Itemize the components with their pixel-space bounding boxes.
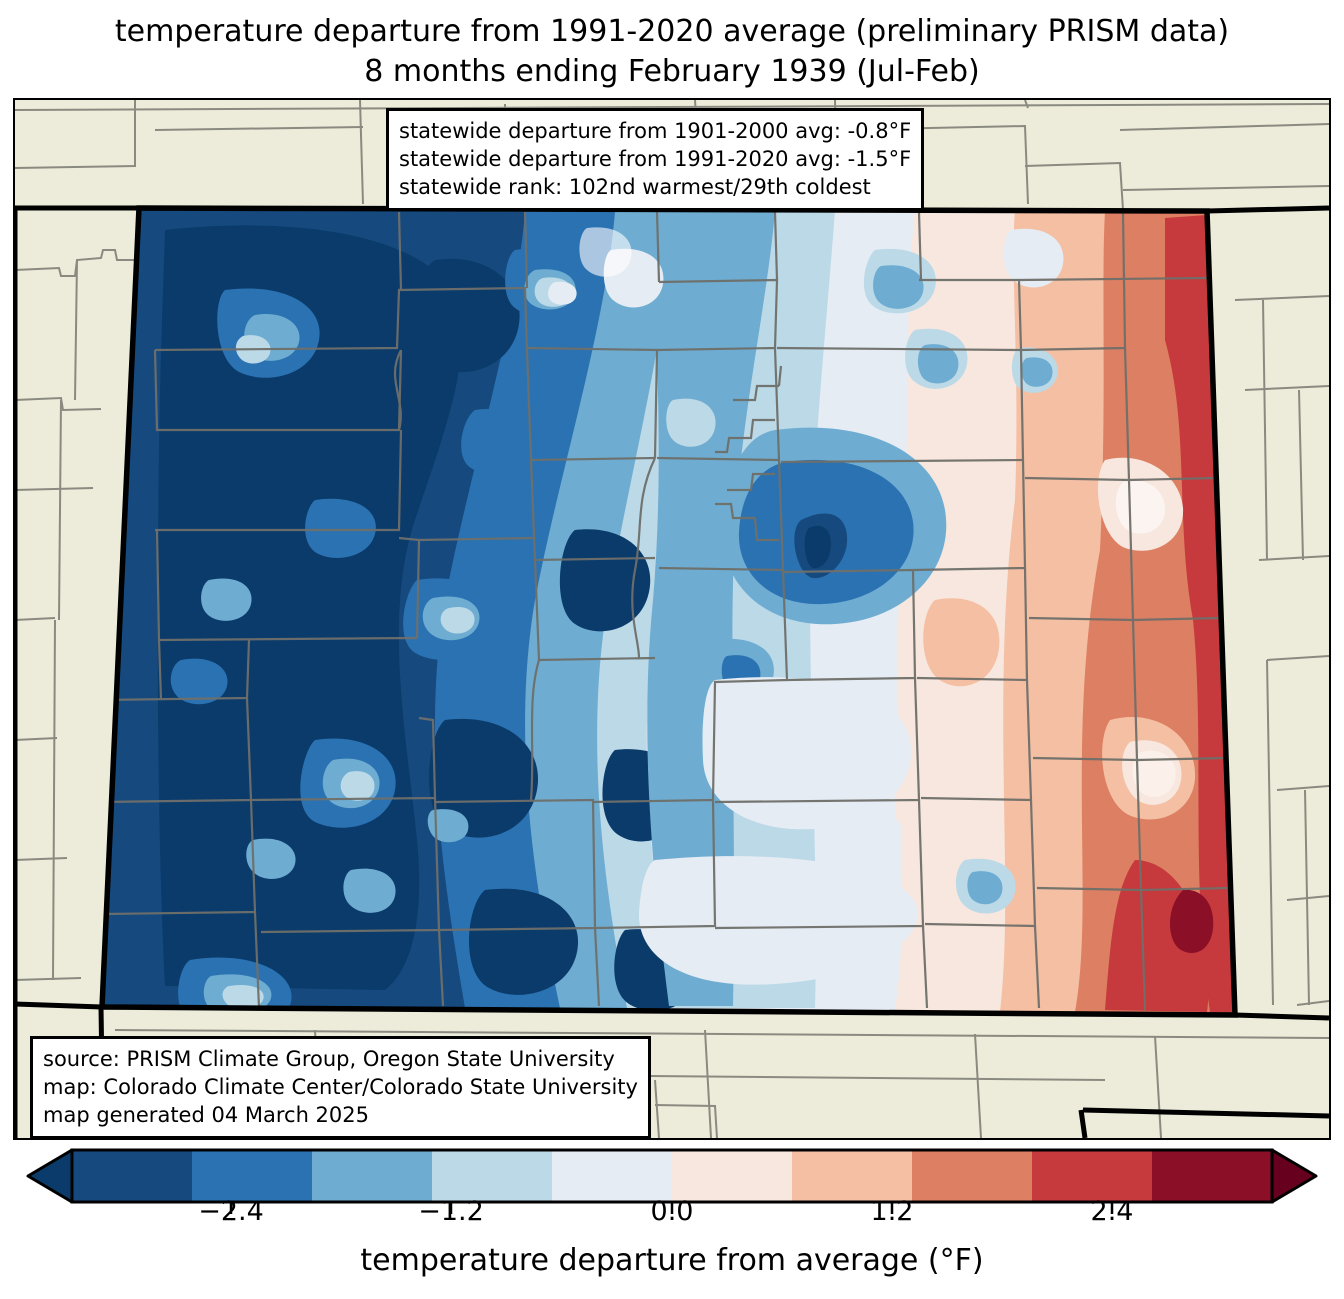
colorbar-band [552,1150,673,1202]
colorbar-band [672,1150,793,1202]
colorado-county-lines [102,211,1230,1011]
colorbar-tick-label: −1.2 [418,1196,484,1227]
source-credits-box: source: PRISM Climate Group, Oregon Stat… [30,1036,651,1139]
statewide-stats-box: statewide departure from 1901-2000 avg: … [386,108,925,211]
colorbar-band [72,1150,193,1202]
colorbar-tick-label: 0.0 [650,1196,694,1227]
colorbar-tick-label: 1.2 [870,1196,914,1227]
colorbar-tick-label: −2.4 [198,1196,264,1227]
temperature-departure-contours [102,208,1235,1015]
colorbar-band [1032,1150,1153,1202]
colorbar-band [912,1150,1033,1202]
page-title: temperature departure from 1991-2020 ave… [114,14,1230,89]
colorbar-tick-label: 2.4 [1090,1196,1134,1227]
colorado-temperature-departure-map [15,100,1329,1138]
colorbar-band [192,1150,313,1202]
colorbar [0,1146,1344,1216]
colorbar-svg [26,1148,1318,1214]
colorbar-tick-labels: −2.4 −1.2 0.0 1.2 2.4 [0,1196,1344,1236]
colorbar-band [792,1150,913,1202]
colorbar-band [312,1150,433,1202]
colorbar-band [1152,1150,1273,1202]
map-panel [13,98,1331,1140]
colorbar-axis-label: temperature departure from average (°F) [360,1243,984,1278]
colorbar-band [432,1150,553,1202]
